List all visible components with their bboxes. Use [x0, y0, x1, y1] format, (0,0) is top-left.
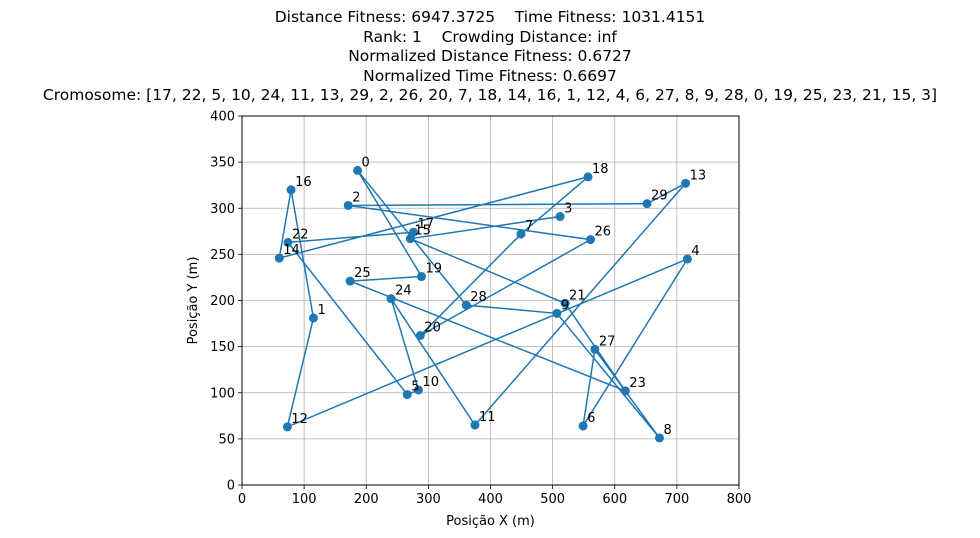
- point-label-29: 29: [651, 189, 668, 204]
- point-label-21: 21: [569, 288, 586, 303]
- point-marker-2: [343, 200, 353, 210]
- point-label-14: 14: [283, 243, 300, 258]
- title-cromosome: Cromosome: [17, 22, 5, 10, 24, 11, 13, 2…: [42, 86, 938, 104]
- point-marker-1: [308, 313, 318, 323]
- x-tick-label: 500: [540, 492, 565, 507]
- point-label-28: 28: [470, 290, 487, 305]
- point-marker-6: [578, 421, 588, 431]
- point-marker-28: [461, 300, 471, 310]
- point-label-5: 5: [411, 380, 419, 395]
- point-marker-25: [345, 276, 355, 286]
- point-label-23: 23: [629, 376, 646, 391]
- x-tick-label: 700: [664, 492, 689, 507]
- point-label-6: 6: [587, 411, 595, 426]
- point-label-26: 26: [595, 225, 612, 240]
- x-axis-label: Posição X (m): [446, 514, 535, 529]
- point-marker-13: [681, 178, 691, 188]
- point-label-9: 9: [561, 298, 569, 313]
- x-tick-label: 0: [238, 492, 246, 507]
- point-marker-3: [555, 212, 565, 222]
- point-label-7: 7: [525, 219, 533, 234]
- y-tick-label: 400: [210, 110, 235, 125]
- y-axis-ticks: 0 50 100 150 200 250 300 350 400: [210, 110, 242, 494]
- point-marker-16: [286, 185, 296, 195]
- point-label-17: 17: [417, 217, 434, 232]
- chart-title-block: Distance Fitness: 6947.3725 Time Fitness…: [0, 8, 980, 106]
- point-label-13: 13: [690, 168, 707, 183]
- point-label-2: 2: [352, 190, 360, 205]
- title-fitness: Distance Fitness: 6947.3725 Time Fitness…: [274, 8, 706, 26]
- title-normalized-distance: Normalized Distance Fitness: 0.6727: [348, 47, 632, 65]
- point-label-11: 11: [479, 410, 496, 425]
- y-tick-label: 250: [210, 248, 235, 263]
- y-tick-label: 300: [210, 202, 235, 217]
- x-tick-label: 400: [478, 492, 503, 507]
- title-normalized-time: Normalized Time Fitness: 0.6697: [363, 66, 617, 85]
- point-marker-29: [642, 199, 652, 209]
- point-label-19: 19: [426, 262, 443, 277]
- point-marker-5: [402, 390, 412, 400]
- point-marker-24: [386, 294, 396, 304]
- point-marker-26: [586, 235, 596, 245]
- point-label-27: 27: [599, 334, 616, 349]
- point-marker-8: [654, 433, 664, 443]
- point-marker-22: [283, 237, 293, 247]
- point-label-25: 25: [354, 266, 371, 281]
- point-marker-14: [274, 253, 284, 263]
- point-marker-27: [590, 344, 600, 354]
- point-marker-4: [682, 254, 692, 264]
- point-label-0: 0: [362, 155, 370, 170]
- x-tick-label: 100: [292, 492, 317, 507]
- point-label-20: 20: [424, 321, 441, 336]
- point-marker-7: [516, 229, 526, 239]
- y-tick-label: 350: [210, 156, 235, 171]
- point-marker-21: [560, 298, 570, 308]
- title-rank: Rank: 1 Crowding Distance: inf: [363, 27, 617, 46]
- point-marker-10: [413, 385, 423, 395]
- y-tick-label: 50: [218, 432, 235, 447]
- point-marker-9: [552, 308, 562, 318]
- x-axis-ticks: 0 100 200 300 400 500 600 700 800: [238, 485, 752, 507]
- y-tick-label: 150: [210, 340, 235, 355]
- y-tick-label: 100: [210, 386, 235, 401]
- route-line-group: [278, 169, 690, 439]
- y-axis-label: Posição Y (m): [186, 257, 201, 345]
- point-marker-11: [470, 420, 480, 430]
- point-label-1: 1: [317, 303, 325, 318]
- point-label-15: 15: [414, 224, 431, 239]
- markers-group: [274, 165, 692, 443]
- point-label-8: 8: [663, 423, 671, 438]
- point-marker-23: [620, 386, 630, 396]
- x-tick-label: 300: [416, 492, 441, 507]
- point-label-22: 22: [292, 227, 309, 242]
- x-tick-label: 800: [727, 492, 752, 507]
- point-marker-18: [583, 172, 593, 182]
- y-tick-label: 200: [210, 294, 235, 309]
- point-label-3: 3: [564, 202, 572, 217]
- point-marker-19: [417, 272, 427, 282]
- point-marker-20: [415, 331, 425, 341]
- point-label-24: 24: [395, 284, 412, 299]
- point-label-12: 12: [291, 412, 308, 427]
- point-label-16: 16: [295, 175, 312, 190]
- x-tick-label: 200: [354, 492, 379, 507]
- point-label-4: 4: [691, 244, 699, 259]
- point-label-10: 10: [422, 375, 439, 390]
- point-marker-15: [405, 234, 415, 244]
- x-tick-label: 600: [602, 492, 627, 507]
- y-tick-label: 0: [227, 479, 235, 494]
- point-marker-12: [282, 422, 292, 432]
- route-line: [278, 169, 690, 439]
- point-label-18: 18: [592, 162, 609, 177]
- point-marker-0: [353, 165, 363, 175]
